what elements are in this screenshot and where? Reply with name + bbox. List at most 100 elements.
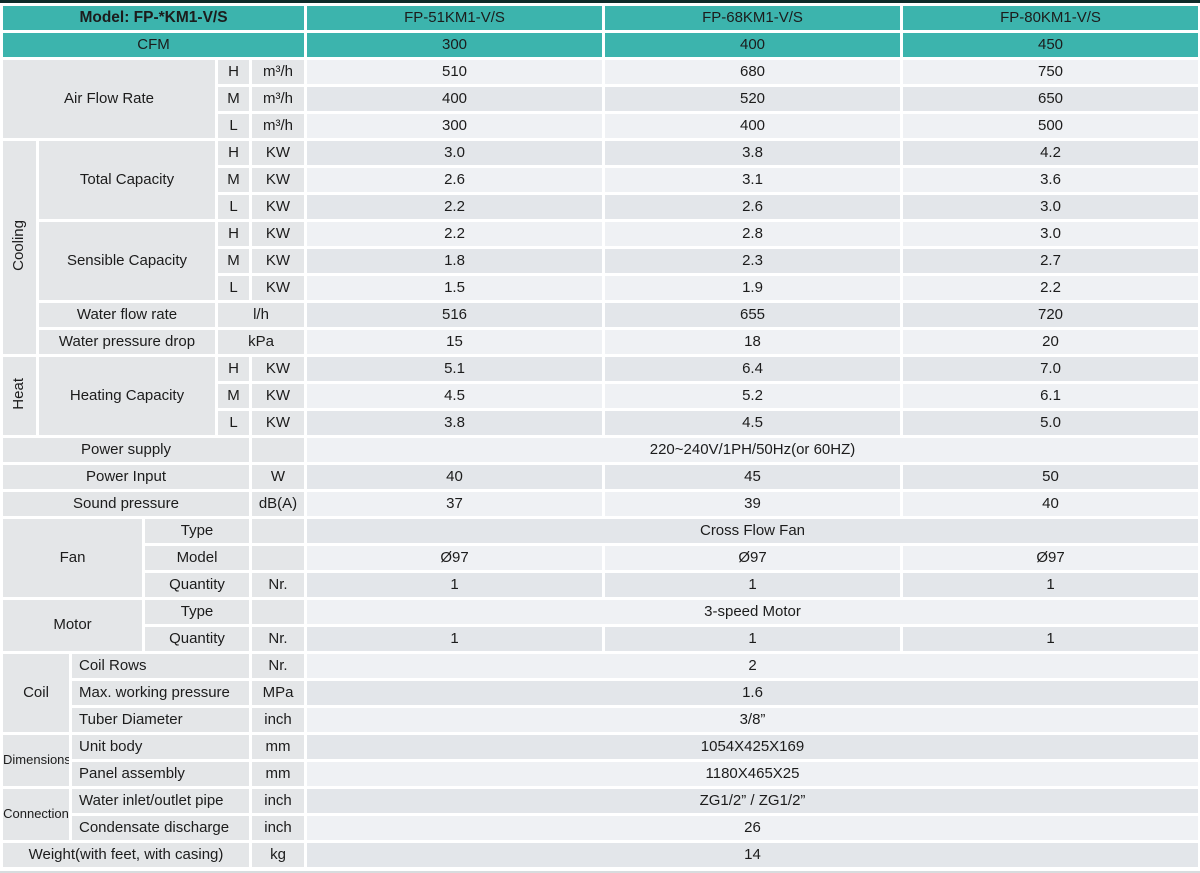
value-cell: 14 — [307, 843, 1198, 867]
value-cell: 2.2 — [307, 195, 602, 219]
table-row: Sound pressure dB(A) 37 39 40 — [3, 492, 1198, 516]
table-row: Heat Heating Capacity H KW 5.1 6.4 7.0 — [3, 357, 1198, 435]
value-cell: 1.5 — [307, 276, 602, 300]
unit-cell: dB(A) — [252, 492, 304, 516]
model-header-label: Model: FP-*KM1-V/S — [3, 6, 304, 30]
table-row: Panel assembly mm 1180X465X25 — [3, 762, 1198, 786]
unit-cell: mm — [252, 735, 304, 759]
value-cell: 50 — [903, 465, 1198, 489]
speed-cell: H — [218, 222, 249, 246]
value-cell: 20 — [903, 330, 1198, 354]
unit-cell: inch — [252, 816, 304, 840]
unit-cell: KW — [252, 141, 304, 165]
unit-cell: KW — [252, 195, 304, 219]
top-accent-bar — [0, 0, 1200, 3]
table-row: Cooling Total Capacity H KW 3.0 3.8 4.2 — [3, 141, 1198, 354]
value-cell: 1 — [903, 573, 1198, 597]
value-cell: 2.7 — [903, 249, 1198, 273]
value-cell: 3.0 — [903, 195, 1198, 219]
unit-cell: m³/h — [252, 87, 304, 111]
table-row: L KW 1.5 1.9 2.2 — [3, 276, 1198, 300]
cfm-label: CFM — [3, 33, 304, 57]
table-row: Sensible Capacity H KW 2.2 2.8 3.0 — [3, 222, 1198, 300]
value-cell: 750 — [903, 60, 1198, 84]
speed-cell: L — [218, 411, 249, 435]
unit-cell — [252, 546, 304, 570]
row-label-water-flow-rate: Water flow rate — [39, 303, 215, 327]
value-cell: 3.0 — [307, 141, 602, 165]
unit-cell — [252, 438, 304, 462]
row-label-fan-type: Type — [145, 519, 249, 543]
table-row: Water pressure drop kPa 15 18 20 — [3, 330, 1198, 354]
group-label-coil: Coil — [3, 654, 69, 732]
table-row: Coil Coil Rows Nr. 2 — [3, 654, 1198, 732]
table-row: M KW 4.5 5.2 6.1 — [3, 384, 1198, 408]
value-cell-fan-type: Cross Flow Fan — [307, 519, 1198, 543]
value-cell: 2.8 — [605, 222, 900, 246]
cfm-value: 450 — [903, 33, 1198, 57]
unit-cell: Nr. — [252, 627, 304, 651]
table-row: Dimensions Unit body mm 1054X425X169 — [3, 735, 1198, 786]
table-row: Power supply 220~240V/1PH/50Hz(or 60HZ) — [3, 438, 1198, 462]
unit-cell: KW — [252, 222, 304, 246]
value-cell: 39 — [605, 492, 900, 516]
speed-cell: L — [218, 195, 249, 219]
row-label-total-capacity: Total Capacity — [39, 141, 215, 219]
row-label-unit-body: Unit body — [72, 735, 249, 759]
value-cell: 1 — [903, 627, 1198, 651]
speed-cell: M — [218, 384, 249, 408]
value-cell: 4.5 — [307, 384, 602, 408]
col-header-fp80: FP-80KM1-V/S — [903, 6, 1198, 30]
value-cell: 3.6 — [903, 168, 1198, 192]
cfm-value: 400 — [605, 33, 900, 57]
value-cell: 1 — [307, 573, 602, 597]
unit-cell: W — [252, 465, 304, 489]
value-cell: 6.4 — [605, 357, 900, 381]
table-row: Model Ø97 Ø97 Ø97 — [3, 546, 1198, 570]
value-cell: 4.5 — [605, 411, 900, 435]
value-cell: 5.1 — [307, 357, 602, 381]
row-label-weight: Weight(with feet, with casing) — [3, 843, 249, 867]
unit-cell: mm — [252, 762, 304, 786]
table-row: Air Flow Rate H m³/h 510 680 750 — [3, 60, 1198, 138]
unit-cell: inch — [252, 708, 304, 732]
unit-cell: inch — [252, 789, 304, 813]
value-cell: 1 — [307, 627, 602, 651]
spec-table: Model: FP-*KM1-V/S FP-51KM1-V/S FP-68KM1… — [0, 3, 1200, 870]
value-cell: 1 — [605, 573, 900, 597]
value-cell: Ø97 — [605, 546, 900, 570]
unit-cell: KW — [252, 276, 304, 300]
table-row: L KW 3.8 4.5 5.0 — [3, 411, 1198, 435]
col-header-fp68: FP-68KM1-V/S — [605, 6, 900, 30]
speed-cell: H — [218, 357, 249, 381]
value-cell: 3.8 — [605, 141, 900, 165]
group-label-connection: Connection — [3, 789, 69, 840]
table-row: L KW 2.2 2.6 3.0 — [3, 195, 1198, 219]
group-label-heat: Heat — [3, 357, 36, 435]
value-cell: 3.0 — [903, 222, 1198, 246]
row-label-power-supply: Power supply — [3, 438, 249, 462]
value-cell: 510 — [307, 60, 602, 84]
table-row: L m³/h 300 400 500 — [3, 114, 1198, 138]
unit-cell: kg — [252, 843, 304, 867]
value-cell: 37 — [307, 492, 602, 516]
table-row: Power Input W 40 45 50 — [3, 465, 1198, 489]
value-cell: 680 — [605, 60, 900, 84]
value-cell: 3.1 — [605, 168, 900, 192]
unit-cell: m³/h — [252, 60, 304, 84]
value-cell: 3.8 — [307, 411, 602, 435]
value-cell: 2 — [307, 654, 1198, 678]
speed-cell: M — [218, 87, 249, 111]
table-row: Condensate discharge inch 26 — [3, 816, 1198, 840]
row-label-water-pressure-drop: Water pressure drop — [39, 330, 215, 354]
value-cell: 40 — [903, 492, 1198, 516]
row-label-sensible-capacity: Sensible Capacity — [39, 222, 215, 300]
value-cell: 2.3 — [605, 249, 900, 273]
value-cell-motor-type: 3-speed Motor — [307, 600, 1198, 624]
value-cell: 1.9 — [605, 276, 900, 300]
value-cell: 2.6 — [307, 168, 602, 192]
row-label-max-working-pressure: Max. working pressure — [72, 681, 249, 705]
unit-cell: KW — [252, 411, 304, 435]
value-cell: 2.6 — [605, 195, 900, 219]
value-cell: 18 — [605, 330, 900, 354]
